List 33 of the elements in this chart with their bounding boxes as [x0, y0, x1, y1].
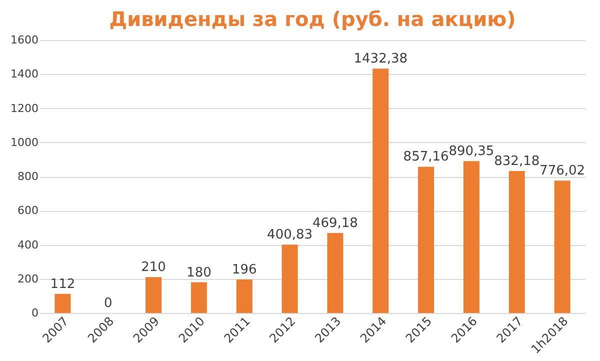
y-tick-label: 0	[32, 306, 38, 320]
y-tick-label: 1200	[10, 102, 38, 115]
bar	[282, 244, 298, 313]
data-label: 832,18	[494, 154, 540, 170]
chart-title: Дивиденды за год (руб. на акцию)	[109, 7, 516, 31]
bar	[327, 232, 344, 313]
y-tick-label: 1400	[10, 68, 38, 81]
bar	[463, 161, 480, 313]
data-label: 210	[141, 260, 166, 276]
y-tick-label: 1600	[10, 34, 38, 46]
bar	[190, 282, 207, 313]
bar	[554, 180, 570, 313]
y-tick-label: 600	[18, 204, 38, 218]
bar	[54, 294, 71, 313]
data-label: 180	[186, 265, 212, 280]
y-tick-label: 800	[18, 170, 38, 183]
data-label: 0	[104, 296, 112, 311]
data-label: 196	[232, 262, 257, 278]
y-tick-label: 1000	[10, 136, 38, 149]
bar	[508, 171, 525, 313]
data-label: 400,83	[267, 228, 313, 243]
data-label: 857,16	[403, 150, 449, 165]
data-label: 112	[50, 276, 76, 292]
data-label: 776,02	[540, 164, 586, 179]
bar	[372, 68, 389, 313]
bar	[418, 166, 434, 313]
bar	[146, 277, 162, 313]
data-label: 1432,38	[354, 52, 408, 67]
y-tick-label: 200	[18, 272, 38, 286]
y-tick-label: 400	[18, 238, 38, 252]
bar	[236, 280, 252, 313]
data-label: 890,35	[448, 144, 494, 160]
data-label: 469,18	[312, 216, 358, 231]
